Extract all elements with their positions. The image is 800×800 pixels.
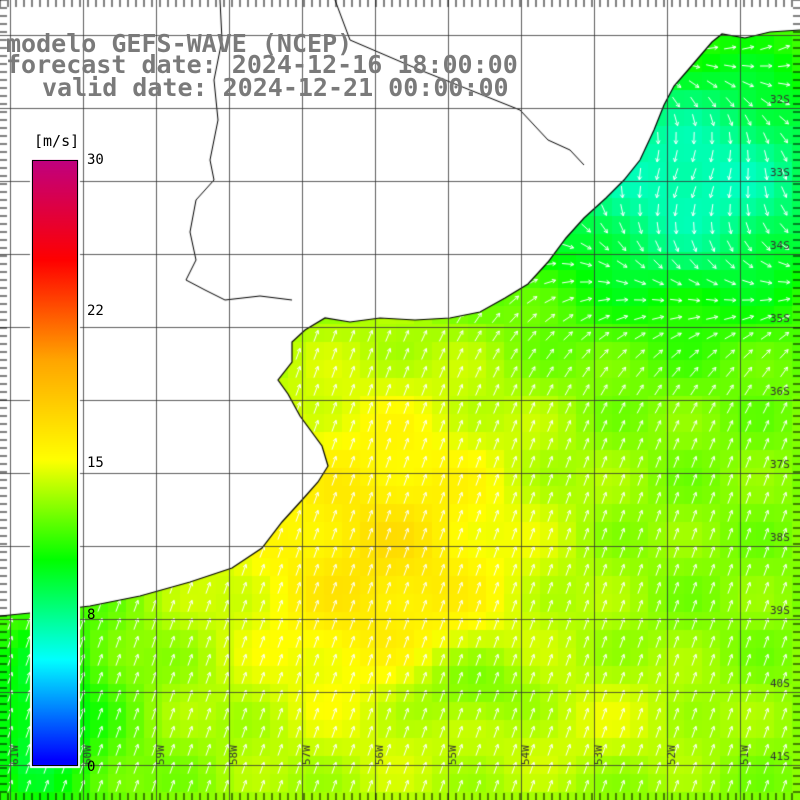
colorbar-tick-0: 0 bbox=[87, 759, 96, 775]
forecast-date: forecast date: 2024-12-16 18:00:00 bbox=[6, 50, 518, 79]
colorbar-frame bbox=[32, 160, 78, 766]
colorbar-tick-22: 22 bbox=[87, 303, 104, 319]
valid-date: valid date: 2024-12-21 00:00:00 bbox=[42, 73, 509, 102]
colorbar-unit-label: [m/s] bbox=[34, 132, 80, 150]
colorbar-tick-15: 15 bbox=[87, 455, 104, 471]
colorbar-tick-30: 30 bbox=[87, 152, 104, 168]
model-title: modelo GEFS-WAVE (NCEP) bbox=[6, 29, 353, 58]
colorbar-tick-8: 8 bbox=[87, 607, 96, 623]
